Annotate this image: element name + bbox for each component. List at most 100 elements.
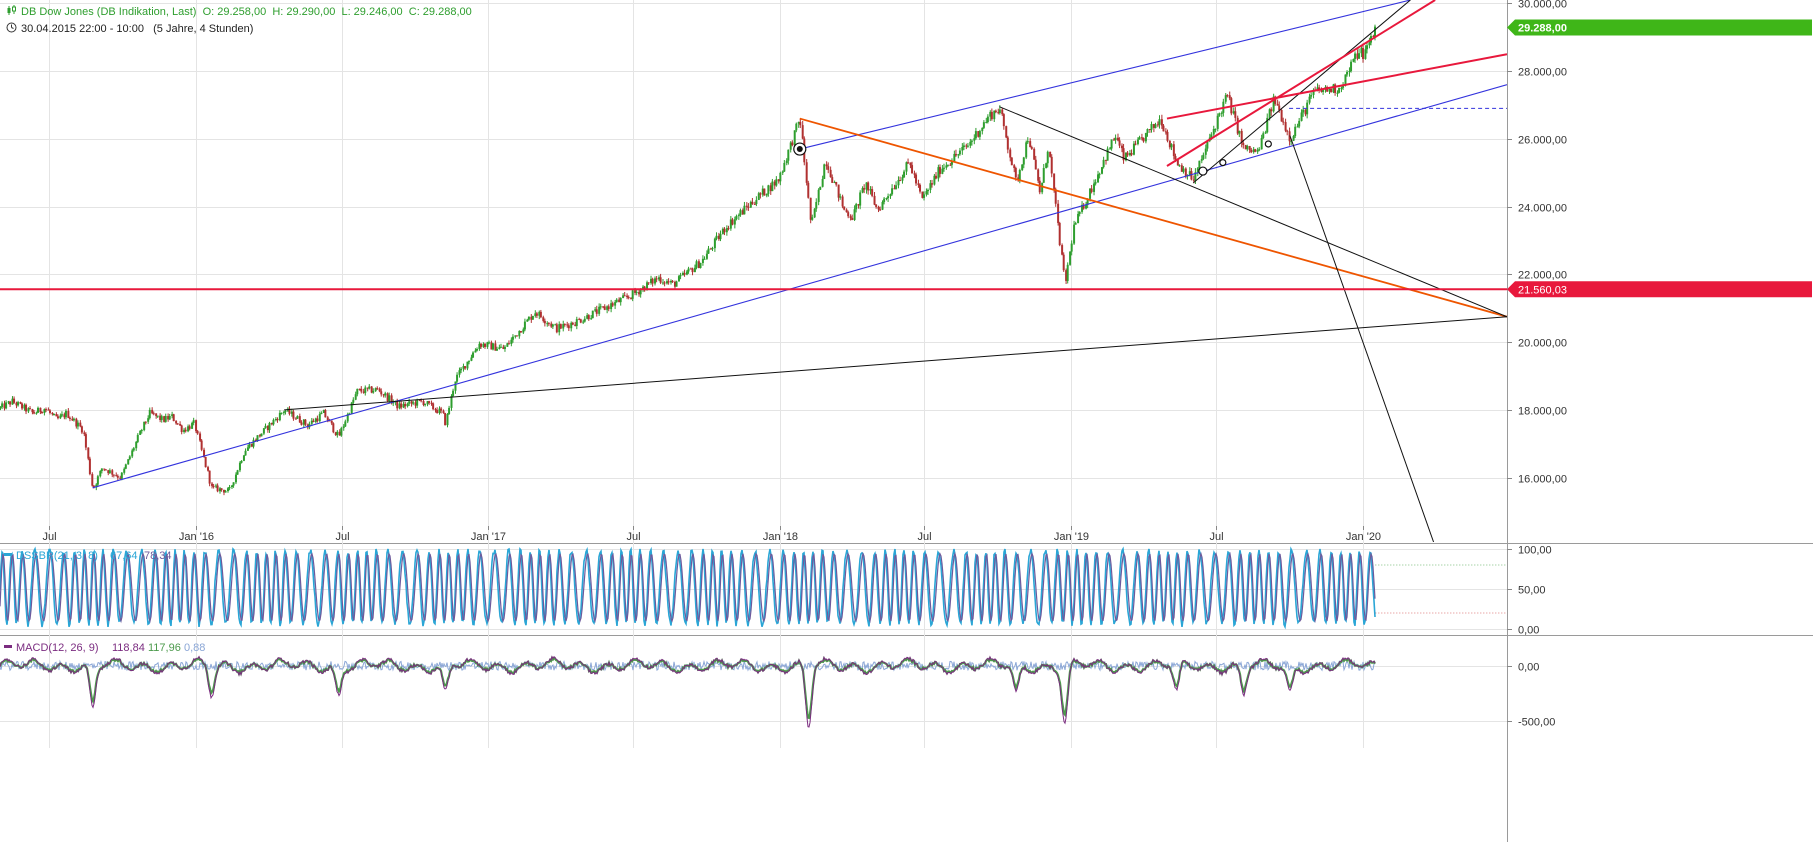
candle-body	[184, 429, 187, 432]
candle-body	[957, 154, 960, 156]
candle-body	[651, 278, 654, 284]
candle-body	[747, 206, 750, 208]
candle-body	[707, 248, 710, 254]
candle-body	[831, 177, 834, 183]
dss-readout-value: 67,64	[110, 550, 138, 562]
candle-body	[135, 441, 138, 449]
candle-body	[440, 408, 443, 411]
candle-body	[400, 403, 403, 408]
candle-body	[655, 278, 658, 280]
y-tick-label: 18.000,00	[1518, 406, 1567, 418]
candle-body	[43, 409, 46, 414]
candle-body	[290, 411, 293, 414]
instrument-header: DB Dow Jones (DB Indikation, Last) O: 29…	[6, 5, 472, 18]
drawing-marker-icon	[1198, 166, 1208, 176]
candle-body	[1372, 36, 1375, 38]
candle-body	[662, 282, 665, 284]
candle-body	[554, 324, 557, 326]
candle-body	[124, 464, 127, 469]
candle-body	[1246, 146, 1249, 150]
candle-body	[539, 311, 542, 318]
candle-body	[671, 280, 674, 282]
candle-body	[107, 470, 110, 474]
candle-body	[675, 281, 678, 287]
candle-body	[188, 426, 191, 429]
candle-body	[386, 393, 389, 402]
candle-body	[590, 318, 593, 320]
instrument-title[interactable]: DB Dow Jones (DB Indikation, Last)	[21, 6, 197, 18]
candle-body	[1112, 139, 1115, 141]
candle-body	[1150, 124, 1153, 130]
candle-body	[514, 335, 517, 337]
candle-body	[743, 205, 746, 215]
candle-body	[733, 219, 736, 225]
candle-body	[1290, 140, 1293, 142]
candle-body	[491, 343, 494, 350]
y-tick-label: 16.000,00	[1518, 474, 1567, 486]
candle-body	[731, 219, 734, 225]
candle-body	[555, 324, 558, 333]
candle-body	[659, 277, 662, 283]
candle-body	[59, 415, 62, 419]
candle-body	[946, 164, 949, 166]
candle-body	[248, 443, 251, 448]
candle-body	[883, 198, 886, 203]
level-tag-label: 21.560,03	[1518, 284, 1567, 296]
candle-body	[360, 388, 363, 392]
candle-body	[546, 323, 549, 325]
candle-body	[108, 470, 111, 474]
trendlines	[0, 0, 1507, 542]
candle-body	[67, 410, 70, 418]
candle-body	[25, 404, 28, 412]
candle-body	[1069, 251, 1072, 265]
candle-body	[527, 316, 530, 320]
candle-body	[268, 422, 271, 431]
candle-body	[29, 408, 32, 410]
candle-body	[80, 426, 83, 433]
candle-body	[358, 388, 361, 390]
candle-body	[1212, 129, 1215, 135]
candle-body	[282, 412, 285, 414]
candle-body	[954, 153, 957, 156]
candle-body	[737, 215, 740, 217]
dss-line	[0, 546, 1376, 630]
candle-body	[1029, 141, 1032, 147]
candle-body	[376, 388, 379, 390]
candle-body	[813, 208, 816, 218]
candle-body	[1196, 168, 1199, 173]
period-range[interactable]: 30.04.2015 22:00 - 10:00	[21, 23, 144, 35]
candle-body	[1010, 157, 1013, 166]
candle-body	[783, 162, 786, 172]
candle-body	[91, 474, 94, 486]
candle-body	[1086, 198, 1089, 205]
candle-body	[919, 184, 922, 192]
candle-body	[618, 299, 621, 303]
candle-body	[422, 401, 425, 405]
candle-body	[498, 347, 501, 349]
candle-body	[683, 272, 686, 275]
candle-body	[139, 430, 142, 435]
candle-body	[1089, 188, 1092, 199]
candle-body	[191, 422, 194, 429]
candle-body	[370, 386, 373, 393]
candle-body	[238, 462, 241, 471]
candle-body	[978, 131, 981, 137]
candle-body	[869, 189, 872, 191]
dss-y-tick-label: 50,00	[1518, 585, 1546, 597]
candle-body	[1190, 171, 1193, 180]
candle-body	[795, 123, 798, 131]
candle-body	[254, 439, 257, 442]
red-trendline	[1166, 0, 1436, 167]
candle-body	[542, 317, 545, 321]
candle-body	[288, 408, 291, 414]
candle-body	[665, 281, 668, 284]
candle-body	[458, 370, 461, 375]
candle-body	[372, 391, 375, 393]
candle-body	[196, 431, 199, 434]
candle-body	[559, 324, 562, 329]
candle-body	[615, 299, 618, 303]
red-trendline	[1166, 53, 1507, 120]
orange-trendline	[799, 117, 1507, 318]
candle-body	[875, 204, 878, 207]
